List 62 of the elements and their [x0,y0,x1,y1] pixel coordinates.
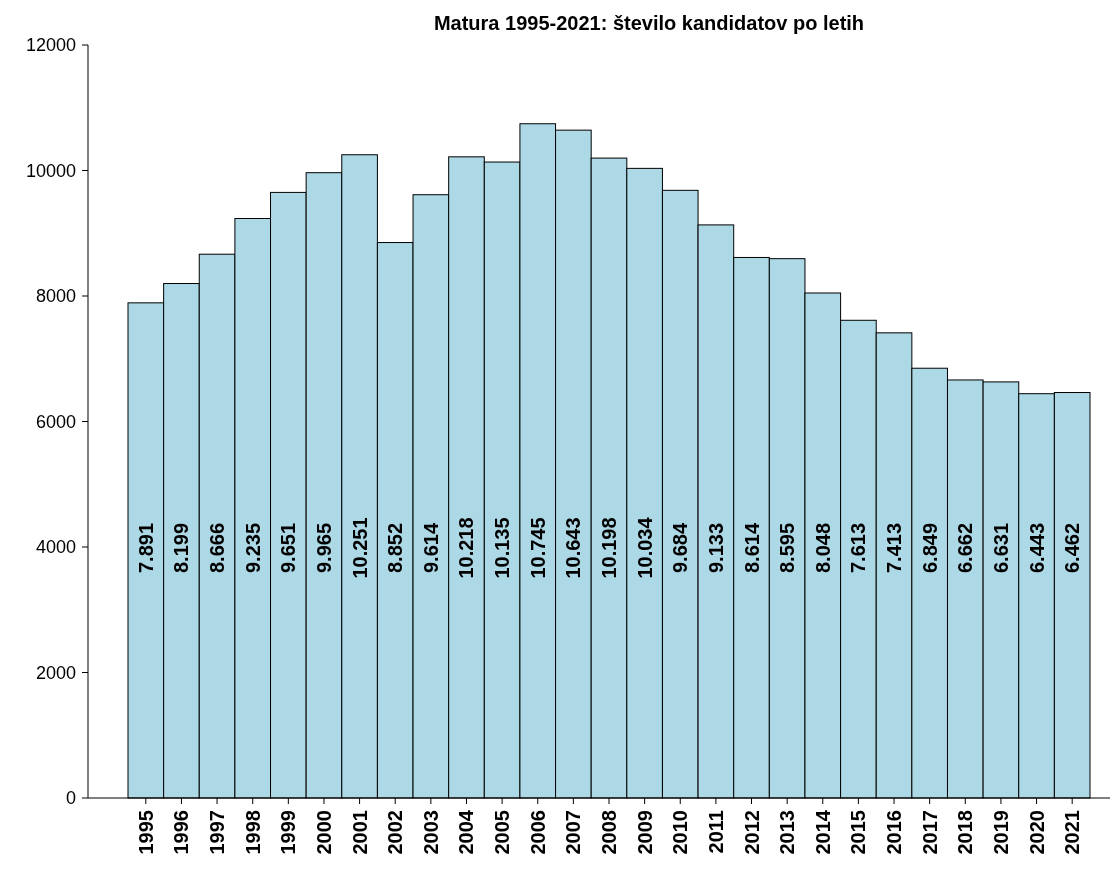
data-label: 10.034 [633,516,656,579]
x-tick-label: 2005 [491,810,514,855]
x-tick-label: 1995 [134,810,157,855]
data-label: 10.135 [491,517,514,579]
x-tick-label: 2002 [384,810,407,855]
x-tick-label: 2016 [883,810,906,855]
data-label: 8.595 [776,522,799,574]
x-tick-label: 2006 [526,810,549,855]
x-tick-label: 2000 [312,810,335,855]
x-tick-label: 2012 [740,810,763,855]
data-label: 9.684 [669,522,692,574]
x-tick-label: 2017 [918,810,941,855]
data-label: 8.048 [811,522,834,574]
data-label: 8.614 [740,522,763,574]
x-tick-label: 2001 [348,810,371,855]
data-label: 10.745 [526,517,549,579]
x-tick-label: 2018 [954,810,977,855]
data-label: 10.251 [348,517,371,579]
x-tick-label: 2010 [669,810,692,855]
x-tick-label: 2015 [847,810,870,855]
data-label: 6.462 [1061,522,1084,574]
data-label: 8.666 [206,522,229,574]
data-label: 7.613 [847,522,870,574]
data-label: 10.198 [598,517,620,579]
data-label: 6.662 [954,522,977,574]
y-tick-label: 0 [65,788,76,808]
y-tick-label: 12000 [25,35,76,55]
x-tick-label: 2021 [1061,810,1084,855]
y-tick-label: 8000 [35,286,76,306]
data-label: 9.651 [277,522,300,574]
data-label: 10.643 [562,517,585,579]
data-label: 9.614 [419,522,442,574]
x-tick-label: 2009 [633,810,656,855]
x-tick-label: 2004 [455,809,478,855]
x-tick-label: 2007 [562,810,585,855]
data-label: 9.133 [704,522,727,574]
data-label: 9.965 [312,522,335,574]
data-label: 6.443 [1025,522,1048,574]
x-tick-label: 1996 [170,810,193,855]
data-label: 7.413 [883,522,906,574]
data-label: 8.199 [170,522,193,574]
x-tick-label: 2013 [776,810,799,855]
x-tick-label: 2011 [704,810,727,854]
data-label: 9.235 [241,522,264,574]
x-tick-label: 2008 [598,810,620,855]
x-tick-label: 2019 [989,810,1012,855]
x-tick-label: 1999 [277,810,300,855]
x-tick-label: 2014 [811,809,834,855]
y-tick-label: 6000 [35,411,76,432]
x-tick-label: 1997 [206,810,229,855]
chart-title: Matura 1995-2021: število kandidatov po letih [433,12,865,34]
x-tick-label: 2003 [419,810,442,855]
y-tick-label: 10000 [25,160,76,181]
x-tick-label: 1998 [241,810,264,855]
x-tick-label: 2020 [1025,810,1048,855]
data-label: 8.852 [384,522,407,574]
y-tick-label: 4000 [35,537,76,557]
data-label: 10.218 [455,517,478,579]
data-label: 6.631 [989,522,1012,574]
y-tick-label: 2000 [35,662,76,683]
data-label: 6.849 [918,522,941,574]
data-label: 7.891 [134,522,157,574]
